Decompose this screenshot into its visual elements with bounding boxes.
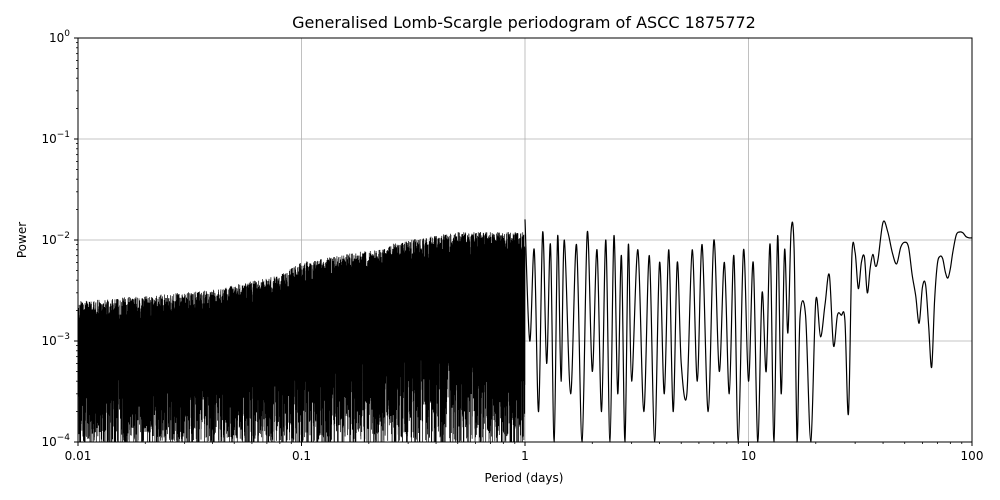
data-layer — [77, 219, 973, 443]
x-tick-label-2: 1 — [521, 449, 529, 463]
x-tick-label-0: 0.01 — [65, 449, 92, 463]
y-axis-label: Power — [15, 222, 29, 258]
x-tick-label-3: 10 — [741, 449, 756, 463]
y-tick-label-3: 10−1 — [41, 130, 70, 146]
x-axis-label: Period (days) — [485, 471, 564, 485]
y-tick-label-0: 10−4 — [41, 433, 70, 449]
x-tick-label-4: 100 — [961, 449, 984, 463]
y-tick-label-4: 100 — [49, 29, 70, 45]
chart-title: Generalised Lomb-Scargle periodogram of … — [292, 13, 756, 32]
ticks: 0.01 0.1 1 10 100 10−4 10−3 10−2 10−1 100 — [41, 29, 983, 463]
series-line-0 — [524, 219, 973, 443]
noise-trace — [77, 232, 526, 443]
x-tick-label-1: 0.1 — [292, 449, 311, 463]
y-tick-label-2: 10−2 — [41, 231, 70, 247]
y-tick-label-1: 10−3 — [41, 332, 70, 348]
